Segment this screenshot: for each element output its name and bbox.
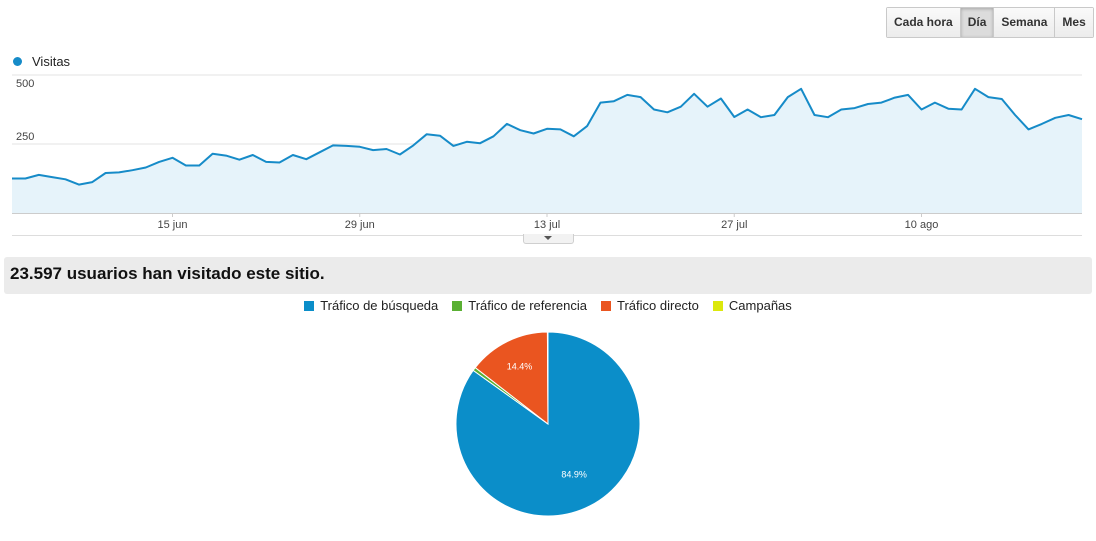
search-traffic-swatch — [304, 300, 315, 311]
y-tick-label: 500 — [16, 78, 34, 90]
x-tick-label: 15 jun — [158, 219, 188, 231]
campaigns-swatch — [712, 300, 723, 311]
legend-item-direct[interactable]: Tráfico directo — [601, 298, 699, 313]
referral-traffic-swatch — [452, 300, 463, 311]
legend-label-referral: Tráfico de referencia — [468, 298, 588, 313]
granularity-toggle: Cada hora Día Semana Mes — [886, 7, 1094, 38]
line-chart-legend[interactable]: Visitas — [13, 54, 70, 69]
pie-chart-legend: Tráfico de búsqueda Tráfico de referenci… — [0, 298, 1096, 313]
weekly-button[interactable]: Semana — [993, 8, 1055, 37]
chart-collapse-toggle[interactable] — [523, 234, 574, 244]
legend-item-search[interactable]: Tráfico de búsqueda — [304, 298, 438, 313]
daily-button[interactable]: Día — [959, 8, 994, 37]
x-tick-label: 27 jul — [721, 219, 747, 231]
visits-line-chart: 250 500 15 jun 29 jun 13 jul 27 jul 10 ago — [12, 74, 1083, 236]
campaigns-slice[interactable] — [546, 331, 549, 425]
chevron-down-icon — [544, 236, 552, 240]
x-tick-label: 29 jun — [345, 219, 375, 231]
legend-label-campaigns: Campañas — [728, 298, 792, 313]
monthly-button[interactable]: Mes — [1054, 8, 1093, 37]
search-traffic-slice[interactable] — [455, 331, 641, 517]
visits-series-label: Visitas — [32, 54, 71, 69]
summary-bar: 23.597 usuarios han visitado este sitio. — [4, 257, 1092, 294]
y-tick-label: 250 — [16, 131, 34, 143]
slice-percent-label: 14.4% — [507, 361, 533, 371]
visits-line — [12, 87, 1083, 186]
x-tick-label: 10 ago — [905, 219, 939, 231]
x-tick-label: 13 jul — [534, 219, 560, 231]
visitors-summary-text: 23.597 usuarios han visitado este sitio. — [10, 264, 325, 283]
legend-item-referral[interactable]: Tráfico de referencia — [452, 298, 587, 313]
legend-label-direct: Tráfico directo — [617, 298, 699, 313]
legend-label-search: Tráfico de búsqueda — [320, 298, 439, 313]
legend-item-campaigns[interactable]: Campañas — [712, 298, 792, 313]
slice-percent-label: 84.9% — [561, 470, 587, 480]
hourly-button[interactable]: Cada hora — [887, 8, 960, 37]
visits-series-marker — [13, 57, 22, 66]
visits-area — [12, 88, 1082, 213]
traffic-sources-pie-chart: 84.9% 14.4% — [455, 331, 641, 517]
direct-traffic-swatch — [601, 300, 612, 311]
direct-traffic-slice[interactable] — [474, 331, 549, 426]
